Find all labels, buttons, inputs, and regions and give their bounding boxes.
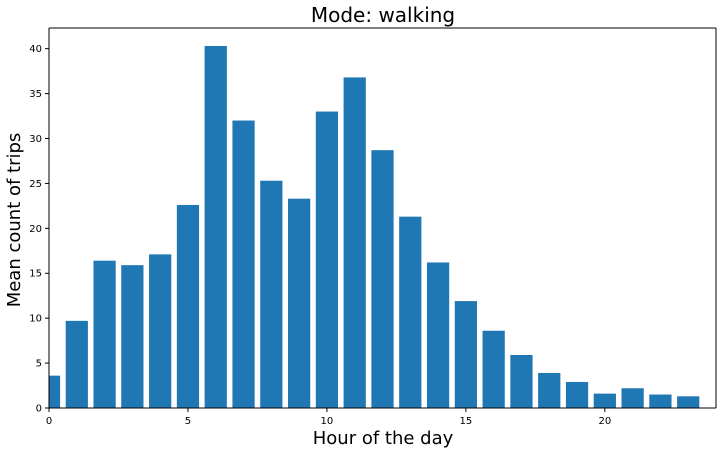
y-tick-label-0: 0 [36, 404, 42, 415]
x-tick-label-10: 10 [321, 416, 334, 427]
x-tick-label-0: 0 [46, 416, 52, 427]
bar-hour-4 [149, 254, 172, 408]
bar-hour-10 [315, 111, 339, 409]
bar-hour-5 [176, 204, 200, 408]
bar-hour-11 [343, 77, 366, 408]
y-axis-label: Mean count of trips [4, 133, 25, 308]
bar-hour-21 [621, 388, 644, 408]
bar-hour-6 [204, 45, 227, 408]
bar-hour-16 [482, 330, 505, 408]
bars-group [49, 45, 700, 409]
bar-hour-22 [649, 394, 672, 408]
bar-hour-0 [49, 375, 61, 408]
y-tick-label-40: 40 [29, 44, 42, 55]
bar-hour-15 [454, 301, 477, 408]
bar-hour-3 [121, 265, 144, 408]
x-tick-label-5: 5 [185, 416, 191, 427]
y-tick-label-20: 20 [29, 224, 42, 235]
bar-hour-8 [260, 180, 283, 408]
bar-hour-1 [65, 320, 88, 408]
bar-hour-12 [371, 150, 394, 409]
bar-hour-23 [677, 396, 700, 408]
y-tick-label-35: 35 [29, 89, 42, 100]
bar-hour-18 [538, 372, 561, 408]
chart-title: Mode: walking [311, 3, 455, 27]
bar-hour-19 [565, 381, 589, 408]
y-tick-label-15: 15 [29, 269, 42, 280]
y-tick-label-25: 25 [29, 179, 42, 190]
axes-group: 0 5 10 15 20 0 5 10 15 20 25 30 35 40 [29, 27, 717, 427]
bar-hour-13 [399, 216, 422, 408]
y-tick-label-10: 10 [29, 314, 42, 325]
bar-hour-9 [288, 198, 311, 408]
x-tick-label-20: 20 [598, 416, 611, 427]
bar-hour-14 [426, 262, 450, 408]
bar-hour-7 [232, 120, 255, 409]
y-tick-label-5: 5 [36, 359, 42, 370]
bar-hour-20 [593, 393, 616, 408]
x-tick-label-15: 15 [460, 416, 473, 427]
y-tick-label-30: 30 [29, 134, 42, 145]
bar-hour-2 [93, 260, 116, 408]
x-axis-label: Hour of the day [313, 428, 454, 449]
bar-hour-17 [510, 354, 533, 408]
